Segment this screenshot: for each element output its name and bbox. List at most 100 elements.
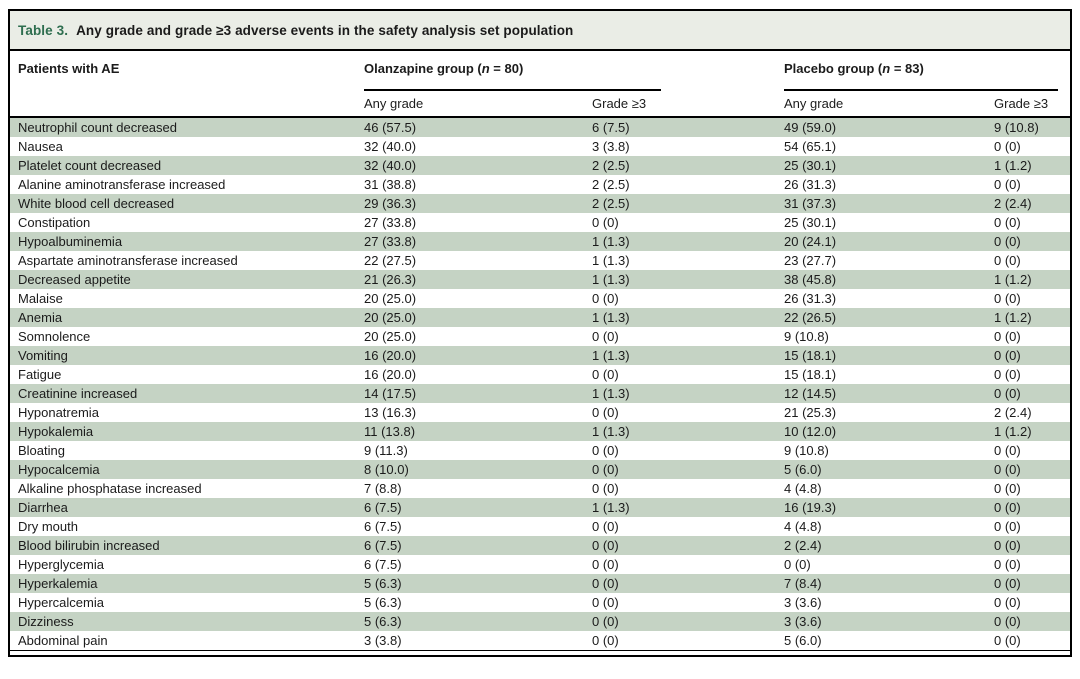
value-cell: 5 (6.3) xyxy=(364,614,402,629)
ae-name-cell: Somnolence xyxy=(18,329,91,344)
value-cell: 20 (25.0) xyxy=(364,329,417,344)
column-header-pbo-any-grade: Any grade xyxy=(784,91,995,117)
placebo-group-rule xyxy=(784,89,1059,91)
table-row: Nausea 32 (40.0) 3 (3.8) 54 (65.1) 0 (0) xyxy=(10,137,1070,156)
ae-name-cell: Decreased appetite xyxy=(18,272,131,287)
value-cell: 38 (45.8) xyxy=(784,272,837,287)
table-row: Anemia 20 (25.0) 1 (1.3) 22 (26.5) 1 (1.2) xyxy=(10,308,1070,327)
value-cell: 0 (0) xyxy=(994,215,1021,230)
value-cell: 15 (18.1) xyxy=(784,348,837,363)
table-caption-bar: Table 3. Any grade and grade ≥3 adverse … xyxy=(8,9,1072,51)
table-row: Alkaline phosphatase increased 7 (8.8) 0 (… xyxy=(10,479,1070,498)
value-cell: 23 (27.7) xyxy=(784,253,837,268)
value-cell: 9 (10.8) xyxy=(784,329,829,344)
value-cell: 0 (0) xyxy=(592,557,619,572)
column-header-patients-with-ae: Patients with AE xyxy=(10,51,364,117)
table-row: Blood bilirubin increased 6 (7.5) 0 (0) 2 (… xyxy=(10,536,1070,555)
value-cell: 1 (1.3) xyxy=(592,272,630,287)
value-cell: 32 (40.0) xyxy=(364,158,417,173)
value-cell: 29 (36.3) xyxy=(364,196,417,211)
value-cell: 0 (0) xyxy=(994,348,1021,363)
value-cell: 22 (27.5) xyxy=(364,253,417,268)
value-cell: 14 (17.5) xyxy=(364,386,417,401)
value-cell: 0 (0) xyxy=(994,595,1021,610)
column-header-olz-any-grade: Any grade xyxy=(364,91,592,117)
value-cell: 2 (2.4) xyxy=(994,196,1032,211)
value-cell: 0 (0) xyxy=(784,557,811,572)
value-cell: 1 (1.3) xyxy=(592,386,630,401)
value-cell: 0 (0) xyxy=(994,519,1021,534)
ae-name-cell: Hyperkalemia xyxy=(18,576,98,591)
column-header-pbo-grade-ge3: Grade ≥3 xyxy=(994,91,1070,117)
table-row: Hyperkalemia 5 (6.3) 0 (0) 7 (8.4) 0 (0) xyxy=(10,574,1070,593)
value-cell: 0 (0) xyxy=(592,481,619,496)
value-cell: 0 (0) xyxy=(994,234,1021,249)
value-cell: 0 (0) xyxy=(592,215,619,230)
value-cell: 6 (7.5) xyxy=(364,557,402,572)
ae-name-cell: Hypocalcemia xyxy=(18,462,100,477)
value-cell: 2 (2.5) xyxy=(592,177,630,192)
value-cell: 2 (2.4) xyxy=(994,405,1032,420)
value-cell: 1 (1.3) xyxy=(592,234,630,249)
value-cell: 9 (11.3) xyxy=(364,443,408,458)
ae-name-cell: Hyponatremia xyxy=(18,405,99,420)
value-cell: 20 (25.0) xyxy=(364,291,417,306)
value-cell: 31 (38.8) xyxy=(364,177,417,192)
value-cell: 3 (3.6) xyxy=(784,595,822,610)
value-cell: 6 (7.5) xyxy=(364,500,402,515)
value-cell: 21 (26.3) xyxy=(364,272,417,287)
table-row: Hypokalemia 11 (13.8) 1 (1.3) 10 (12.0) 1 (1… xyxy=(10,422,1070,441)
value-cell: 0 (0) xyxy=(592,462,619,477)
table-row: Aspartate aminotransferase increased 22 (… xyxy=(10,251,1070,270)
table-number-label: Table 3. xyxy=(18,22,69,38)
group-header-row: Patients with AE Olanzapine group (n = 8… xyxy=(10,51,1070,117)
value-cell: 54 (65.1) xyxy=(784,139,837,154)
ae-name-cell: Hypokalemia xyxy=(18,424,94,439)
value-cell: 26 (31.3) xyxy=(784,291,837,306)
ae-name-cell: Dizziness xyxy=(18,614,74,629)
table-row: Dry mouth 6 (7.5) 0 (0) 4 (4.8) 0 (0) xyxy=(10,517,1070,536)
value-cell: 0 (0) xyxy=(592,405,619,420)
ae-name-cell: Hyperglycemia xyxy=(18,557,104,572)
value-cell: 9 (10.8) xyxy=(784,443,829,458)
value-cell: 1 (1.3) xyxy=(592,424,630,439)
value-cell: 8 (10.0) xyxy=(364,462,409,477)
column-group-placebo: Placebo group (n = 83) xyxy=(784,51,1070,91)
value-cell: 0 (0) xyxy=(994,633,1021,648)
value-cell: 0 (0) xyxy=(592,367,619,382)
value-cell: 0 (0) xyxy=(994,291,1021,306)
value-cell: 5 (6.0) xyxy=(784,462,822,477)
value-cell: 4 (4.8) xyxy=(784,481,822,496)
value-cell: 27 (33.8) xyxy=(364,234,417,249)
ae-name-cell: Alanine aminotransferase increased xyxy=(18,177,226,192)
value-cell: 0 (0) xyxy=(994,329,1021,344)
adverse-events-table: Patients with AE Olanzapine group (n = 8… xyxy=(10,51,1070,651)
value-cell: 12 (14.5) xyxy=(784,386,837,401)
value-cell: 0 (0) xyxy=(592,329,619,344)
value-cell: 0 (0) xyxy=(592,595,619,610)
table-row: Hyponatremia 13 (16.3) 0 (0) 21 (25.3) 2 (2.… xyxy=(10,403,1070,422)
ae-name-cell: Alkaline phosphatase increased xyxy=(18,481,202,496)
ae-name-cell: Hypoalbuminemia xyxy=(18,234,123,249)
value-cell: 1 (1.3) xyxy=(592,500,630,515)
value-cell: 0 (0) xyxy=(592,443,619,458)
olanzapine-group-label: Olanzapine group (n = 80) xyxy=(364,61,524,76)
table-row: Hypocalcemia 8 (10.0) 0 (0) 5 (6.0) 0 (0) xyxy=(10,460,1070,479)
value-cell: 0 (0) xyxy=(994,177,1021,192)
table-row: Constipation 27 (33.8) 0 (0) 25 (30.1) 0 (0) xyxy=(10,213,1070,232)
table-row: Fatigue 16 (20.0) 0 (0) 15 (18.1) 0 (0) xyxy=(10,365,1070,384)
value-cell: 0 (0) xyxy=(592,519,619,534)
value-cell: 3 (3.8) xyxy=(364,633,402,648)
value-cell: 3 (3.8) xyxy=(592,139,630,154)
value-cell: 0 (0) xyxy=(994,538,1021,553)
ae-name-cell: Fatigue xyxy=(18,367,62,382)
table-row: Somnolence 20 (25.0) 0 (0) 9 (10.8) 0 (0) xyxy=(10,327,1070,346)
value-cell: 0 (0) xyxy=(994,462,1021,477)
value-cell: 49 (59.0) xyxy=(784,120,837,135)
value-cell: 1 (1.3) xyxy=(592,348,630,363)
value-cell: 3 (3.6) xyxy=(784,614,822,629)
table-row: Hypercalcemia 5 (6.3) 0 (0) 3 (3.6) 0 (0) xyxy=(10,593,1070,612)
value-cell: 1 (1.2) xyxy=(994,158,1032,173)
table-row: White blood cell decreased 29 (36.3) 2 (2.… xyxy=(10,194,1070,213)
ae-name-cell: Malaise xyxy=(18,291,63,306)
